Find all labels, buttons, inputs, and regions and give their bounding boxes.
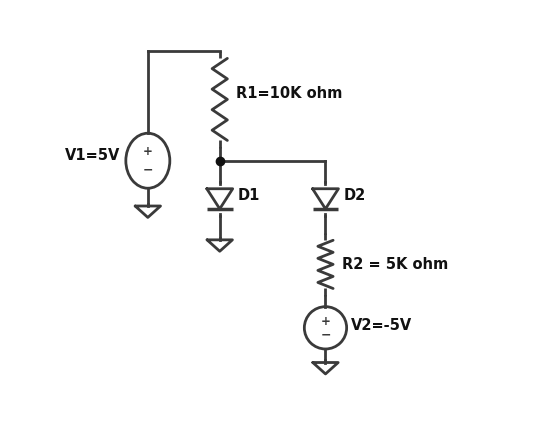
Text: +: +: [321, 315, 331, 327]
Text: D2: D2: [343, 188, 366, 203]
Text: −: −: [320, 329, 331, 342]
Text: +: +: [143, 146, 153, 159]
Text: V1=5V: V1=5V: [65, 148, 121, 163]
Text: R1=10K ohm: R1=10K ohm: [236, 85, 342, 101]
Text: V2=-5V: V2=-5V: [351, 318, 412, 333]
Text: −: −: [143, 164, 153, 177]
Text: R2 = 5K ohm: R2 = 5K ohm: [341, 257, 448, 272]
Text: D1: D1: [237, 188, 260, 203]
